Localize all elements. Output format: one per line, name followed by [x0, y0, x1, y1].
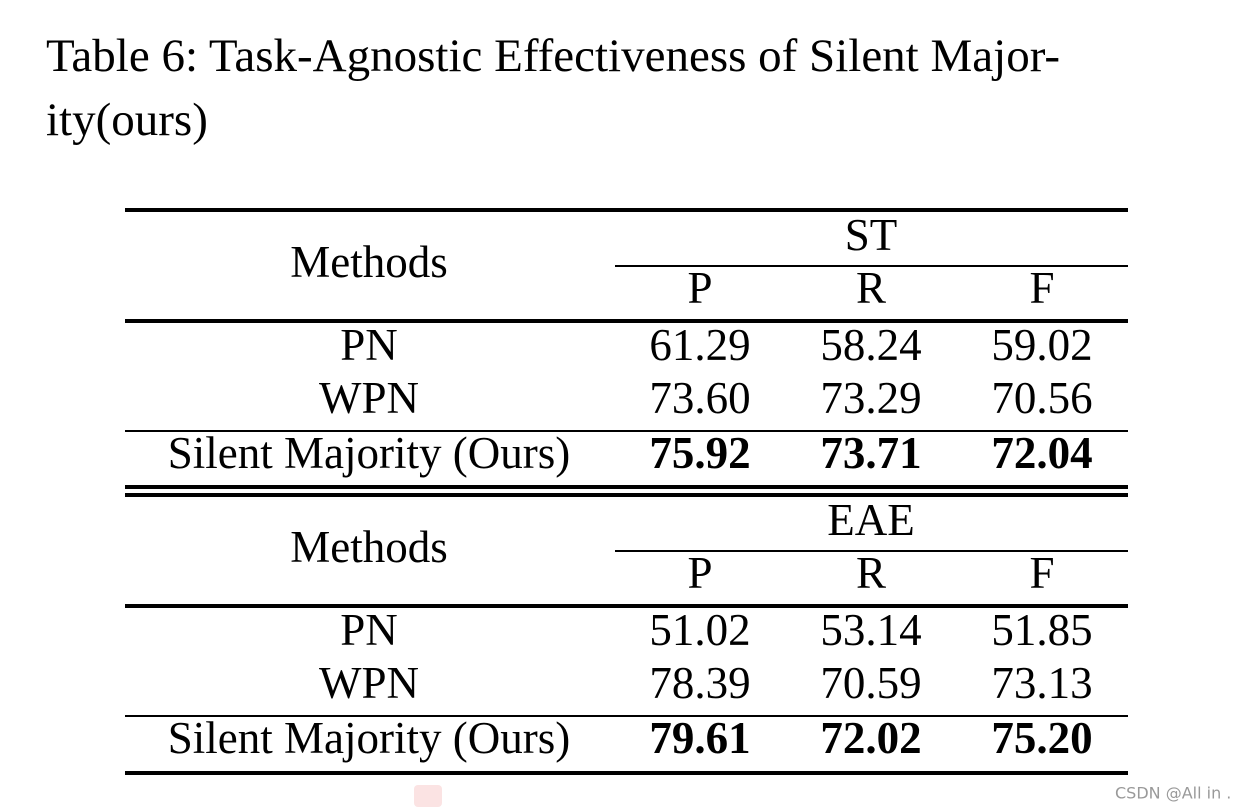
- table: Methods ST P R F PN 61.29 58.24 59.02 WPN 73.60 73.…: [125, 208, 1128, 775]
- header-cell: P: [687, 548, 712, 598]
- cell: 72.02: [820, 713, 921, 763]
- cell: 79.61: [649, 713, 750, 763]
- cell: 73.60: [649, 373, 750, 423]
- group-header: EAE: [827, 495, 914, 545]
- cell: 75.92: [649, 428, 750, 478]
- cell: 53.14: [820, 605, 921, 655]
- header-cell: F: [1029, 263, 1054, 313]
- cell: 51.02: [649, 605, 750, 655]
- header-cell: R: [856, 548, 886, 598]
- caption-line: Table 6: Task-Agnostic Effectiveness of …: [46, 30, 1060, 82]
- cell: 51.85: [991, 605, 1092, 655]
- header-cell: Methods: [290, 522, 448, 572]
- cell: PN: [340, 605, 398, 655]
- group-header: ST: [845, 210, 898, 260]
- cell: 61.29: [649, 320, 750, 370]
- cell: 73.29: [820, 373, 921, 423]
- watermark: CSDN @All in .: [1115, 784, 1231, 803]
- cell: Silent Majority (Ours): [168, 713, 570, 763]
- cell: 73.71: [820, 428, 921, 478]
- cell: PN: [340, 320, 398, 370]
- icon: [414, 785, 442, 807]
- cell: 58.24: [820, 320, 921, 370]
- cell: 73.13: [991, 658, 1092, 708]
- header-cell: R: [856, 263, 886, 313]
- header-cell: F: [1029, 548, 1054, 598]
- caption-line: ity(ours): [46, 94, 208, 146]
- cell: 75.20: [991, 713, 1092, 763]
- cell: 70.59: [820, 658, 921, 708]
- cell: Silent Majority (Ours): [168, 428, 570, 478]
- cell: 72.04: [991, 428, 1092, 478]
- cell: 78.39: [649, 658, 750, 708]
- cell: 70.56: [991, 373, 1092, 423]
- cell: 59.02: [991, 320, 1092, 370]
- header-cell: P: [687, 263, 712, 313]
- cell: WPN: [319, 658, 419, 708]
- header-cell: Methods: [290, 237, 448, 287]
- cell: WPN: [319, 373, 419, 423]
